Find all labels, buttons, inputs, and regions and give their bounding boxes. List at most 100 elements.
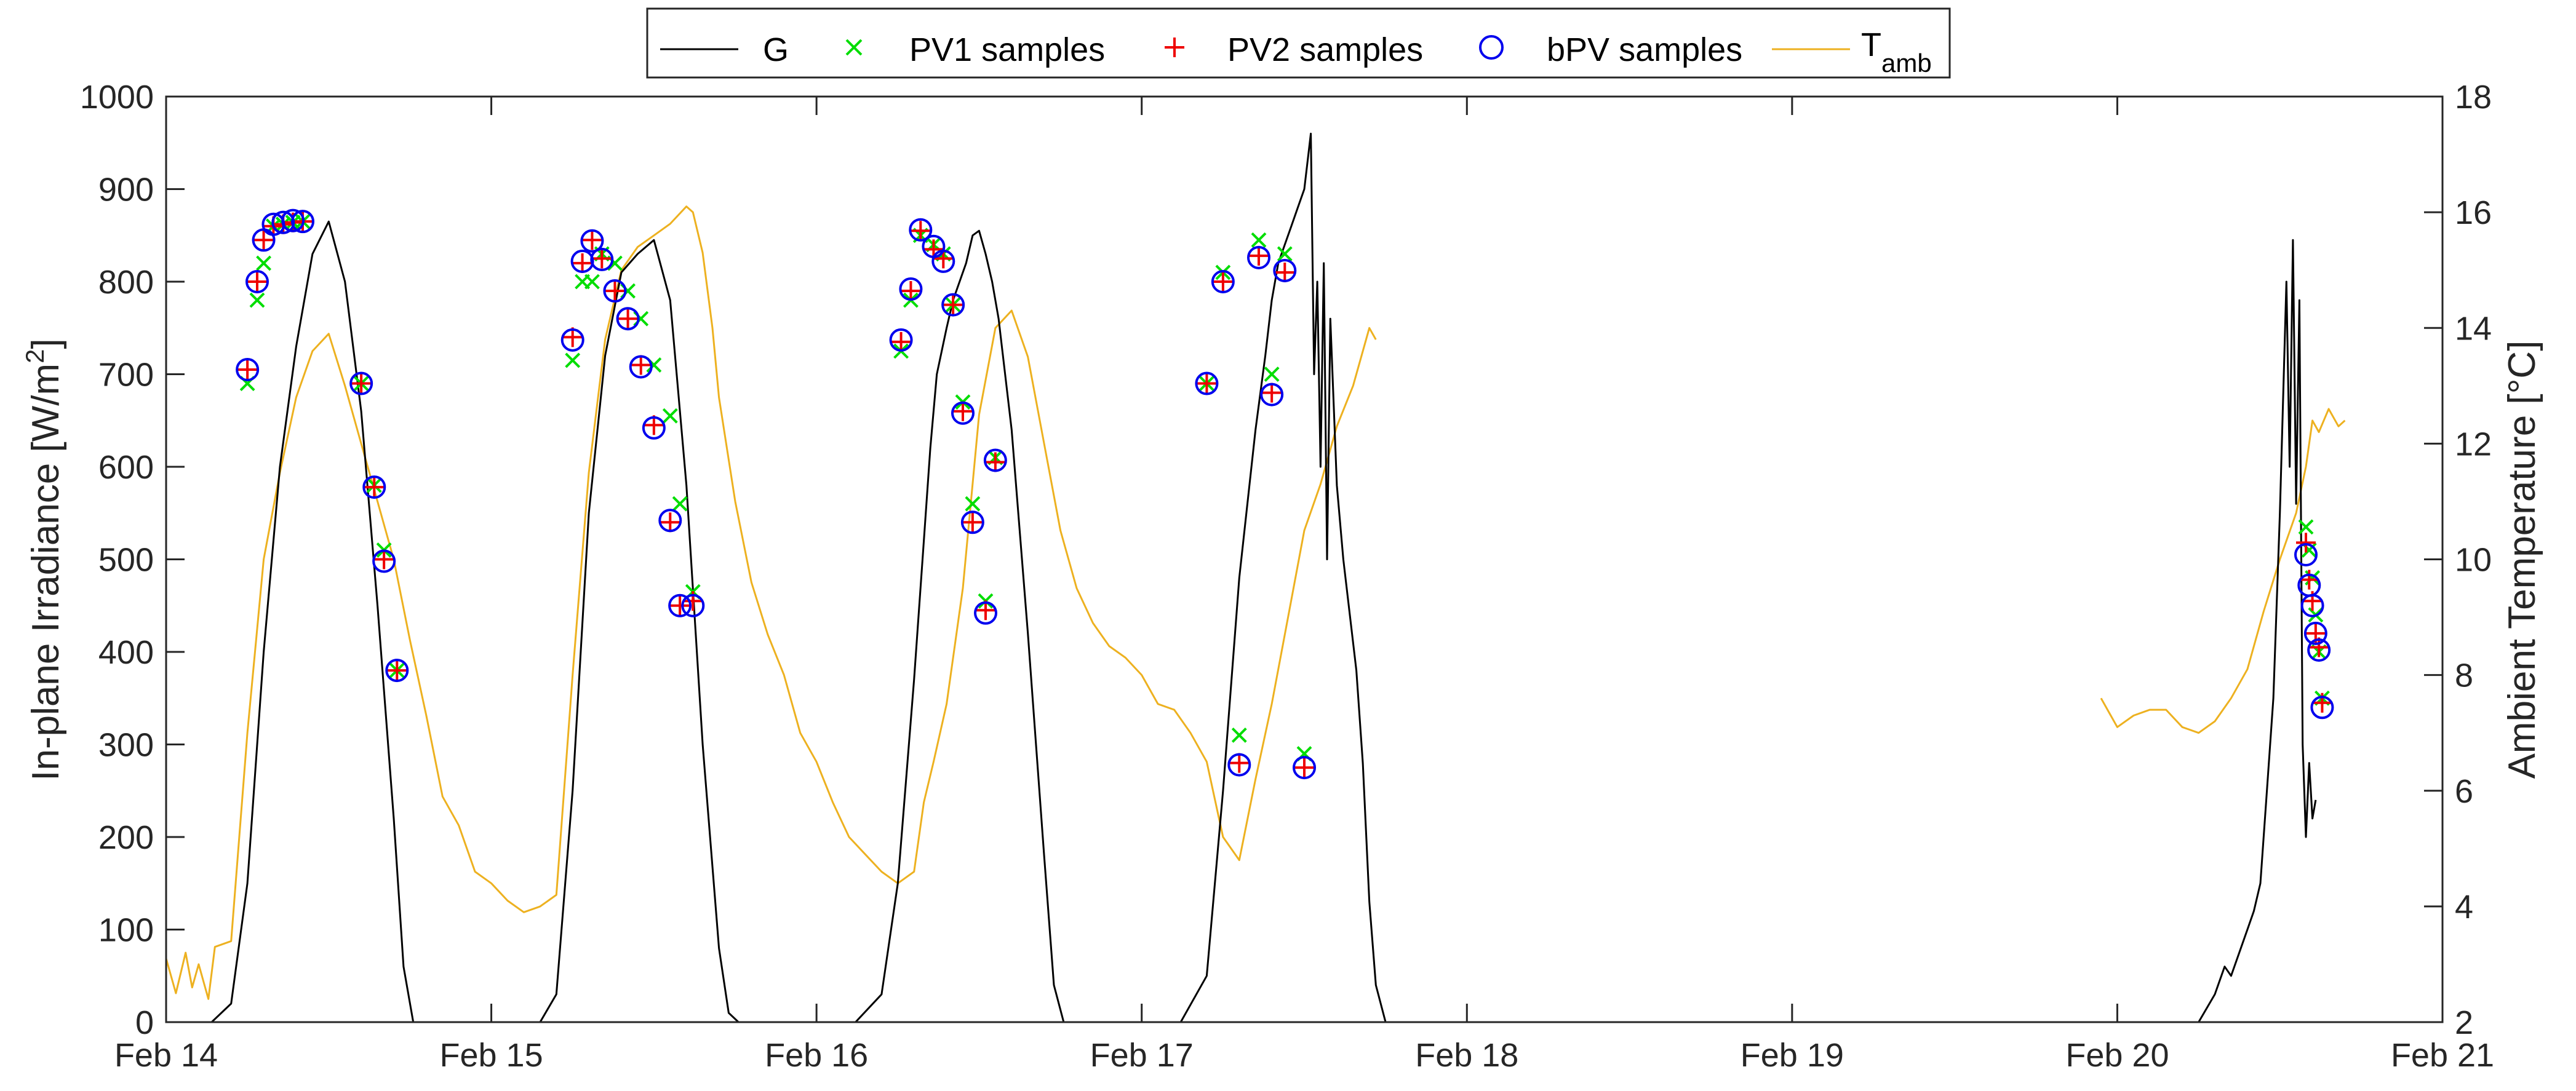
y-right-tick-label: 16: [2455, 194, 2492, 231]
bpv-sample-marker: [658, 509, 682, 533]
y-left-tick-label: 400: [98, 634, 154, 671]
legend-bPV-label: bPV samples: [1547, 31, 1742, 68]
bpv-sample-marker: [941, 293, 965, 317]
bpv-sample-marker: [362, 475, 386, 499]
pv1-sample-marker: [565, 352, 581, 368]
bpv-sample-marker: [291, 210, 314, 234]
pv2-sample-marker: [953, 401, 973, 421]
pv2-sample-marker: [253, 230, 274, 250]
legend-PV2-label: PV2 samples: [1227, 31, 1423, 68]
pv1-sample-marker: [2301, 542, 2317, 558]
bpv-sample-marker: [2303, 621, 2327, 645]
pv2-sample-marker: [247, 272, 267, 292]
bpv-sample-marker: [681, 593, 705, 617]
pv2-sample-marker: [1197, 373, 1217, 394]
pv2-sample-marker: [901, 281, 921, 301]
x-tick-label: Feb 19: [1741, 1037, 1844, 1074]
bpv-sample-marker: [2307, 638, 2331, 662]
y-left-tick-label: 800: [98, 264, 154, 301]
pv1-sample-marker: [2298, 519, 2314, 535]
pv2-sample-marker: [364, 477, 385, 498]
pv2-sample-marker: [943, 295, 963, 315]
bpv-sample-marker: [974, 601, 997, 625]
pv2-sample-marker: [592, 248, 612, 269]
legend-PV1-marker-icon: [845, 39, 863, 56]
bpv-sample-marker: [349, 371, 373, 395]
pv2-sample-marker: [1249, 245, 1269, 266]
y-right-tick-label: 14: [2455, 310, 2492, 347]
pv2-sample-marker: [1213, 272, 1233, 292]
pv2-sample-marker: [985, 452, 1005, 472]
pv2-sample-marker: [2299, 569, 2319, 590]
legend: G PV1 samples PV2 samples bPV samples Ta…: [646, 7, 1951, 79]
bpv-sample-marker: [616, 307, 640, 331]
bpv-sample-marker: [889, 328, 913, 352]
bpv-sample-marker: [560, 328, 584, 352]
pv2-sample-marker: [1262, 383, 1282, 403]
y-axis-left-label: In-plane Irradiance [W/m2]: [20, 338, 67, 780]
legend-G-label: G: [763, 31, 789, 68]
x-tick-label: Feb 20: [2065, 1037, 2169, 1074]
pv2-sample-marker: [351, 373, 372, 394]
pv1-sample-marker: [249, 292, 265, 308]
bpv-sample-marker: [960, 510, 984, 534]
y-right-tick-label: 18: [2455, 79, 2492, 116]
y-axis-left: 0 100 200 300 400 500 600 700 800 900 1000: [80, 79, 185, 1041]
pv1-marker-stroke: [584, 274, 600, 290]
bpv-sample-marker: [2310, 696, 2334, 720]
pv2-sample-marker: [670, 595, 690, 616]
pv2-sample-marker: [660, 512, 680, 533]
pv2-sample-marker: [374, 549, 394, 569]
legend-PV2-marker-icon: [1165, 38, 1184, 57]
pv2-sample-marker: [1275, 262, 1295, 282]
pv1-sample-marker: [2305, 570, 2320, 586]
pv2-sample-marker: [618, 309, 638, 329]
bpv-sample-marker: [281, 208, 305, 232]
bpv-sample-marker: [951, 401, 975, 425]
pv1-marker-stroke: [256, 255, 271, 271]
pv1-sample-marker: [1264, 367, 1280, 382]
y-left-tick-label: 500: [98, 542, 154, 579]
pv1-marker-stroke: [607, 255, 623, 271]
x-tick-label: Feb 18: [1415, 1037, 1518, 1074]
pv1-marker-stroke: [662, 408, 678, 424]
pv1-sample-marker: [256, 255, 271, 271]
bpv-sample-marker: [1260, 383, 1284, 407]
bpv-sample-marker: [909, 218, 933, 242]
pv1-sample-marker: [1277, 246, 1293, 262]
y-axis-right: 2 4 6 8 10 12 14 16 18: [2424, 79, 2492, 1041]
pv2-sample-marker: [572, 253, 592, 273]
pv1-sample-marker: [1251, 232, 1267, 248]
y-left-tick-label: 200: [98, 819, 154, 856]
bpv-sample-marker: [642, 416, 666, 440]
series-tamb-line: [166, 205, 2346, 1000]
pv1-sample-marker: [662, 408, 678, 424]
x-tick-label: Feb 14: [114, 1037, 218, 1074]
pv1-marker-stroke: [2298, 519, 2314, 535]
pv1-marker-stroke: [1231, 728, 1247, 743]
pv1-marker-stroke: [646, 357, 662, 373]
bpv-sample-marker: [2300, 593, 2324, 617]
legend-PV1-label: PV1 samples: [909, 31, 1105, 68]
bpv-sample-marker: [983, 448, 1007, 472]
x-tick-label: Feb 15: [440, 1037, 543, 1074]
bpv-sample-marker: [1293, 756, 1316, 780]
x-tick-label: Feb 21: [2391, 1037, 2494, 1074]
legend-bPV-marker-icon: [1479, 35, 1504, 60]
bpv-sample-marker: [236, 357, 260, 381]
bpv-sample-marker: [1211, 270, 1235, 293]
bpv-sample-marker: [668, 593, 692, 617]
series-g-line: [166, 132, 2317, 1022]
y-left-tick-label: 1000: [80, 79, 154, 116]
bpv-sample-marker: [1273, 258, 1297, 282]
pv2-sample-marker: [891, 331, 911, 352]
x-tick-label: Feb 16: [765, 1037, 868, 1074]
y-right-tick-label: 8: [2455, 657, 2473, 694]
bpv-sample-marker: [2294, 542, 2318, 566]
pv1-sample-marker: [965, 496, 981, 512]
pv1-marker-stroke: [965, 496, 981, 512]
pv2-sample-marker: [1229, 753, 1250, 773]
pv2-sample-marker: [2296, 533, 2316, 553]
y-right-tick-label: 4: [2455, 889, 2473, 926]
